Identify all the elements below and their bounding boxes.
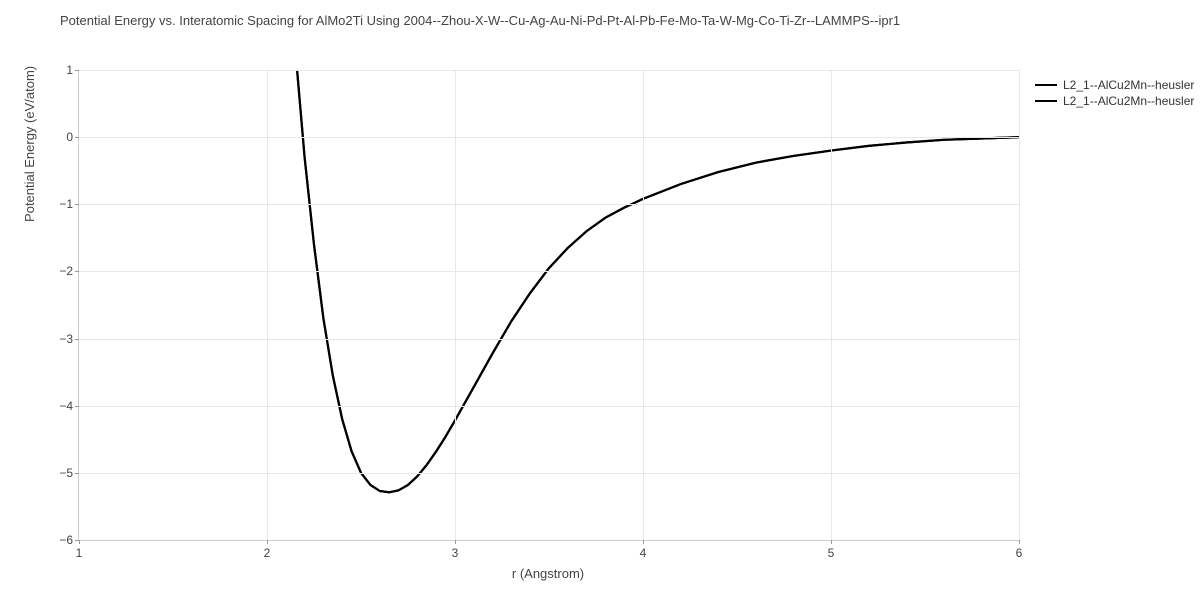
ytick-mark bbox=[75, 406, 79, 407]
legend-item: L2_1--AlCu2Mn--heusler bbox=[1035, 94, 1194, 108]
legend-swatch bbox=[1035, 84, 1057, 86]
chart-title: Potential Energy vs. Interatomic Spacing… bbox=[60, 13, 900, 28]
xtick-label: 4 bbox=[640, 546, 647, 560]
xtick-mark bbox=[643, 540, 644, 544]
xtick-label: 2 bbox=[264, 546, 271, 560]
legend-item: L2_1--AlCu2Mn--heusler bbox=[1035, 78, 1194, 92]
xtick-label: 1 bbox=[76, 546, 83, 560]
line-series bbox=[79, 70, 1019, 540]
grid-horizontal bbox=[79, 70, 1019, 71]
ytick-mark bbox=[75, 70, 79, 71]
ytick-mark bbox=[75, 204, 79, 205]
ytick-mark bbox=[75, 137, 79, 138]
legend-swatch bbox=[1035, 100, 1057, 102]
xtick-mark bbox=[455, 540, 456, 544]
ytick-label: −2 bbox=[59, 264, 73, 278]
ytick-mark bbox=[75, 473, 79, 474]
legend-label: L2_1--AlCu2Mn--heusler bbox=[1063, 78, 1194, 92]
grid-horizontal bbox=[79, 473, 1019, 474]
plot-area: 123456−6−5−4−3−2−101 bbox=[78, 70, 1019, 541]
ytick-label: 0 bbox=[66, 130, 73, 144]
grid-vertical bbox=[1019, 70, 1020, 540]
ytick-label: −4 bbox=[59, 399, 73, 413]
ytick-mark bbox=[75, 271, 79, 272]
grid-vertical bbox=[267, 70, 268, 540]
ytick-label: −3 bbox=[59, 332, 73, 346]
xtick-label: 3 bbox=[452, 546, 459, 560]
grid-horizontal bbox=[79, 271, 1019, 272]
grid-horizontal bbox=[79, 204, 1019, 205]
ytick-label: 1 bbox=[66, 63, 73, 77]
series-line bbox=[297, 70, 1019, 492]
xtick-label: 6 bbox=[1016, 546, 1023, 560]
grid-horizontal bbox=[79, 406, 1019, 407]
grid-vertical bbox=[643, 70, 644, 540]
ytick-label: −1 bbox=[59, 197, 73, 211]
ytick-mark bbox=[75, 339, 79, 340]
xtick-mark bbox=[267, 540, 268, 544]
legend-label: L2_1--AlCu2Mn--heusler bbox=[1063, 94, 1194, 108]
xtick-mark bbox=[1019, 540, 1020, 544]
series-line bbox=[297, 70, 1019, 492]
ytick-mark bbox=[75, 540, 79, 541]
xtick-label: 5 bbox=[828, 546, 835, 560]
legend: L2_1--AlCu2Mn--heusler L2_1--AlCu2Mn--heu… bbox=[1035, 78, 1194, 110]
ytick-label: −6 bbox=[59, 533, 73, 547]
x-axis-label: r (Angstrom) bbox=[512, 566, 584, 581]
grid-horizontal bbox=[79, 339, 1019, 340]
ytick-label: −5 bbox=[59, 466, 73, 480]
xtick-mark bbox=[79, 540, 80, 544]
xtick-mark bbox=[831, 540, 832, 544]
chart-container: Potential Energy vs. Interatomic Spacing… bbox=[0, 0, 1200, 600]
grid-vertical bbox=[455, 70, 456, 540]
grid-vertical bbox=[831, 70, 832, 540]
grid-horizontal bbox=[79, 137, 1019, 138]
y-axis-label: Potential Energy (eV/atom) bbox=[22, 66, 37, 222]
